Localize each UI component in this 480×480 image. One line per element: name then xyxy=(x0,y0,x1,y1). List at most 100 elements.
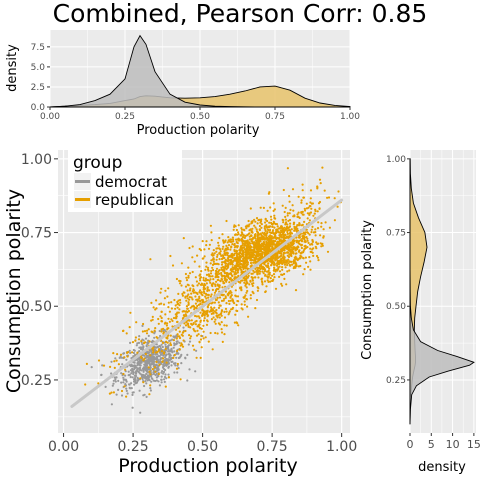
scatter-point xyxy=(223,310,226,313)
scatter-point xyxy=(248,229,251,232)
top-x-tick-label: 1.00 xyxy=(340,112,360,122)
scatter-point xyxy=(251,276,254,279)
scatter-point xyxy=(130,387,133,390)
scatter-point xyxy=(128,383,131,386)
scatter-point xyxy=(160,310,163,313)
scatter-point xyxy=(261,231,264,234)
scatter-point xyxy=(129,365,132,368)
scatter-point xyxy=(310,242,313,245)
scatter-point xyxy=(237,239,241,242)
scatter-point xyxy=(243,266,246,269)
scatter-point xyxy=(234,269,237,272)
scatter-point xyxy=(251,284,254,287)
scatter-chart: 0.00 0.25 0.50 0.75 1.00 0.25 0.50 0.75 1.00 Pr… xyxy=(3,150,357,477)
scatter-point xyxy=(149,258,152,261)
scatter-point xyxy=(224,290,227,293)
scatter-point xyxy=(225,278,228,281)
scatter-point xyxy=(217,314,220,317)
scatter-point xyxy=(191,256,194,259)
scatter-point xyxy=(141,324,144,327)
scatter-point xyxy=(267,251,270,254)
scatter-point xyxy=(260,234,263,237)
scatter-point xyxy=(115,376,118,379)
scatter-point xyxy=(136,367,140,370)
scatter-point xyxy=(304,256,307,259)
scatter-point xyxy=(233,252,236,255)
scatter-point xyxy=(158,384,161,387)
scatter-point xyxy=(253,276,257,279)
top-y-tick-label: 2.5 xyxy=(31,83,45,93)
scatter-point xyxy=(227,292,231,295)
scatter-point xyxy=(220,321,223,324)
scatter-point xyxy=(240,289,243,292)
scatter-y-tick-label: 0.75 xyxy=(21,226,52,242)
scatter-point xyxy=(128,326,131,329)
scatter-point xyxy=(252,261,255,264)
scatter-point xyxy=(210,283,213,286)
scatter-point xyxy=(301,189,304,192)
scatter-point xyxy=(229,263,232,266)
scatter-point xyxy=(185,276,188,279)
scatter-point xyxy=(229,299,232,302)
scatter-point xyxy=(210,269,213,272)
scatter-point xyxy=(245,254,248,257)
scatter-point xyxy=(254,250,257,254)
scatter-point xyxy=(136,370,139,373)
scatter-point xyxy=(311,202,314,205)
scatter-point xyxy=(306,246,309,249)
scatter-point xyxy=(312,231,316,234)
scatter-point xyxy=(235,321,238,324)
scatter-point xyxy=(152,379,155,382)
scatter-point xyxy=(216,278,219,282)
scatter-point xyxy=(113,360,116,363)
scatter-point xyxy=(132,372,135,376)
scatter-point xyxy=(211,254,214,257)
scatter-point xyxy=(231,243,234,246)
scatter-point xyxy=(251,227,254,230)
scatter-point xyxy=(159,345,162,348)
scatter-point xyxy=(122,352,125,355)
top-density-x-label: Production polarity xyxy=(137,123,260,138)
scatter-point xyxy=(321,166,324,169)
scatter-point xyxy=(250,258,254,262)
scatter-point xyxy=(281,284,284,287)
scatter-point xyxy=(281,248,284,251)
scatter-point xyxy=(233,277,236,280)
scatter-point xyxy=(283,251,286,255)
scatter-point xyxy=(267,269,270,272)
scatter-point xyxy=(306,237,309,240)
scatter-point xyxy=(166,337,169,340)
scatter-point xyxy=(320,225,323,228)
scatter-point xyxy=(174,328,178,331)
scatter-point xyxy=(219,252,222,256)
scatter-point xyxy=(164,368,167,372)
scatter-point xyxy=(258,272,261,275)
scatter-point xyxy=(187,284,190,287)
scatter-point xyxy=(230,260,234,263)
scatter-point xyxy=(215,280,218,283)
scatter-point xyxy=(273,221,276,224)
scatter-point xyxy=(286,270,289,273)
scatter-x-tick-label: 1.00 xyxy=(326,439,357,455)
scatter-point xyxy=(265,233,268,236)
scatter-point xyxy=(162,363,165,366)
scatter-point xyxy=(235,245,238,248)
scatter-point xyxy=(219,250,222,253)
scatter-point xyxy=(232,228,235,231)
scatter-point xyxy=(258,224,261,228)
scatter-point xyxy=(260,226,263,229)
scatter-point xyxy=(135,321,138,324)
scatter-point xyxy=(230,274,233,277)
scatter-point xyxy=(239,234,242,237)
scatter-point xyxy=(181,292,184,296)
scatter-point xyxy=(171,338,174,341)
scatter-point xyxy=(225,302,228,305)
scatter-point xyxy=(203,314,206,317)
scatter-point xyxy=(124,374,127,377)
scatter-point xyxy=(181,294,184,297)
scatter-point xyxy=(333,219,336,222)
scatter-point xyxy=(246,289,249,293)
scatter-point xyxy=(217,301,220,304)
scatter-point xyxy=(278,237,281,240)
scatter-point xyxy=(268,226,271,229)
